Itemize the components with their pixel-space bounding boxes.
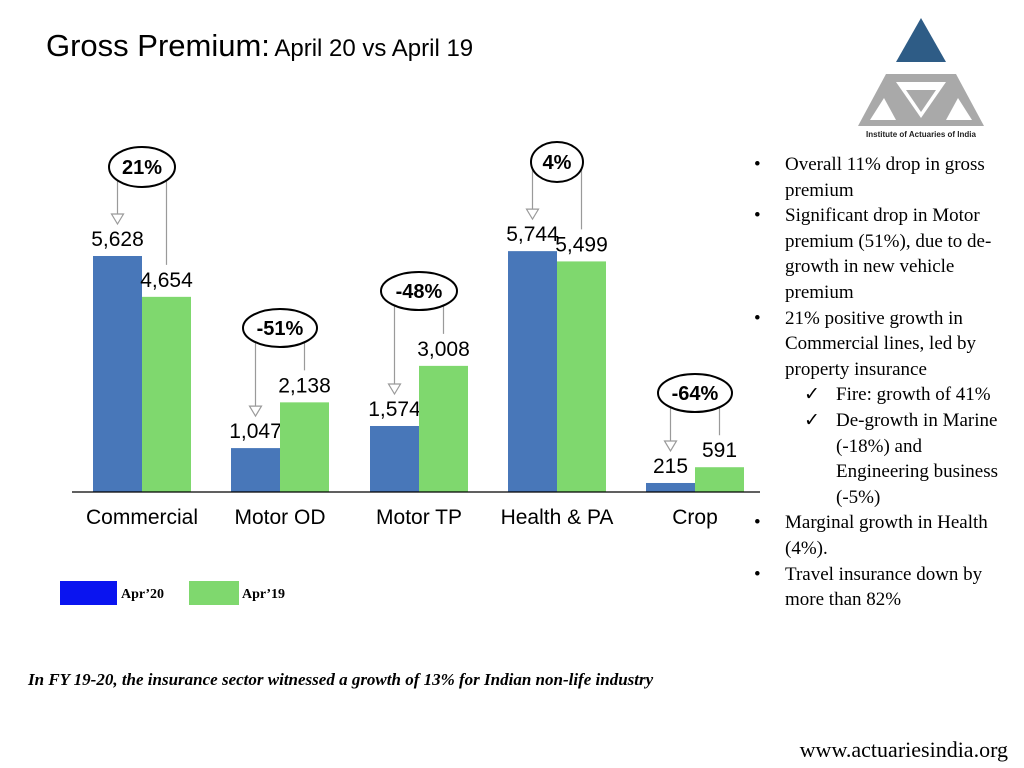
title-main: Gross Premium: <box>46 28 270 63</box>
check-icon: ✓ <box>804 409 820 431</box>
callout-arrow-icon <box>387 383 402 396</box>
category-tick-label: Motor OD <box>234 506 325 529</box>
bullet-icon: • <box>754 512 761 534</box>
growth-callout-ellipse <box>657 373 733 413</box>
bar-apr20 <box>508 251 557 492</box>
callout-arrow-icon <box>525 208 540 221</box>
growth-label: -51% <box>257 318 304 340</box>
logo-left-cut <box>870 98 896 120</box>
bar-apr19 <box>142 296 191 492</box>
growth-callout-ellipse <box>242 308 318 348</box>
data-label: 1,574 <box>368 398 421 421</box>
bullet-icon: • <box>754 563 761 585</box>
bullet-text: Significant drop in Motor premium (51%),… <box>785 205 992 303</box>
data-label: 4,654 <box>140 269 193 292</box>
category-tick-label: Health & PA <box>501 506 614 529</box>
gross-premium-chart: 5,628 4,654 Commercial 1,047 2,138 Motor OD 1,… <box>72 141 760 529</box>
growth-callout-ellipse <box>380 271 458 311</box>
bullet-item: ✓ De-growth in Marine (-18%) and Engineer… <box>752 408 1014 510</box>
logo-inner-grey <box>906 90 936 112</box>
growth-label: 4% <box>543 152 572 174</box>
bar-apr19 <box>280 402 329 492</box>
category-tick-label: Crop <box>672 506 718 529</box>
bullet-item: • 21% positive growth in Commercial lines… <box>752 306 1014 383</box>
callout-arrow-icon <box>110 213 125 226</box>
data-label: 5,499 <box>555 233 608 256</box>
legend-swatch-apr20 <box>60 581 117 605</box>
growth-callout-ellipse <box>108 146 176 188</box>
footnote: In FY 19-20, the insurance sector witnes… <box>28 670 654 689</box>
key-points-list: • Overall 11% drop in gross premium • Signi… <box>752 152 1014 613</box>
data-label: 591 <box>702 439 737 462</box>
bar-apr19 <box>695 467 744 492</box>
legend-label-apr20: Apr’20 <box>121 587 165 602</box>
bar-apr19 <box>557 261 606 492</box>
category-tick-label: Motor TP <box>376 506 462 529</box>
institute-logo <box>858 18 984 126</box>
page-title: Gross Premium: April 20 vs April 19 <box>46 28 473 64</box>
callout-arrow-icon <box>663 440 678 453</box>
bar-apr20 <box>370 425 419 492</box>
callout-connector <box>165 166 171 265</box>
data-label: 5,628 <box>91 228 144 251</box>
bullet-text: Fire: growth of 41% <box>836 384 991 406</box>
data-label: 215 <box>653 455 688 478</box>
logo-right-cut <box>946 98 972 120</box>
bullet-item: • Travel insurance down by more than 82% <box>752 562 1014 613</box>
data-label: 1,047 <box>229 420 282 443</box>
bullet-icon: • <box>754 154 761 175</box>
legend-label-apr19: Apr’19 <box>242 587 286 602</box>
bullet-text: Marginal growth in Health (4%). <box>785 512 988 559</box>
bullet-item: • Overall 11% drop in gross premium <box>752 152 1014 203</box>
bullet-item: • Significant drop in Motor premium (51%)… <box>752 203 1014 305</box>
logo-caption: Institute of Actuaries of India <box>866 130 976 139</box>
data-label: 3,008 <box>417 338 470 361</box>
growth-callout-ellipse <box>530 141 584 183</box>
bullet-text: Overall 11% drop in gross premium <box>785 154 985 201</box>
data-label: 2,138 <box>278 374 331 397</box>
website-url: www.actuariesindia.org <box>799 737 1008 762</box>
category-tick-label: Commercial <box>86 506 198 529</box>
data-label: 5,744 <box>506 223 559 246</box>
title-sub: April 20 vs April 19 <box>274 35 474 62</box>
callout-arrow-icon <box>248 405 263 418</box>
check-icon: ✓ <box>804 384 820 406</box>
bullet-text: Travel insurance down by more than 82% <box>785 563 983 611</box>
bar-apr20 <box>93 256 142 492</box>
bullet-text: De-growth in Marine (-18%) and Engineeri… <box>836 409 999 508</box>
bullet-icon: • <box>754 307 761 329</box>
growth-label: -48% <box>396 281 443 303</box>
bar-apr19 <box>419 365 468 492</box>
bar-apr20 <box>231 448 280 492</box>
bullet-item: • Marginal growth in Health (4%). <box>752 510 1014 561</box>
bullet-text: 21% positive growth in Commercial lines,… <box>785 307 977 380</box>
growth-label: 21% <box>122 157 162 179</box>
bar-apr20 <box>646 482 695 492</box>
logo-top-triangle <box>896 18 946 62</box>
bullet-icon: • <box>754 205 761 227</box>
bullet-item: ✓ Fire: growth of 41% <box>752 382 1014 408</box>
growth-label: -64% <box>672 383 719 405</box>
legend-swatch-apr19 <box>189 581 239 605</box>
